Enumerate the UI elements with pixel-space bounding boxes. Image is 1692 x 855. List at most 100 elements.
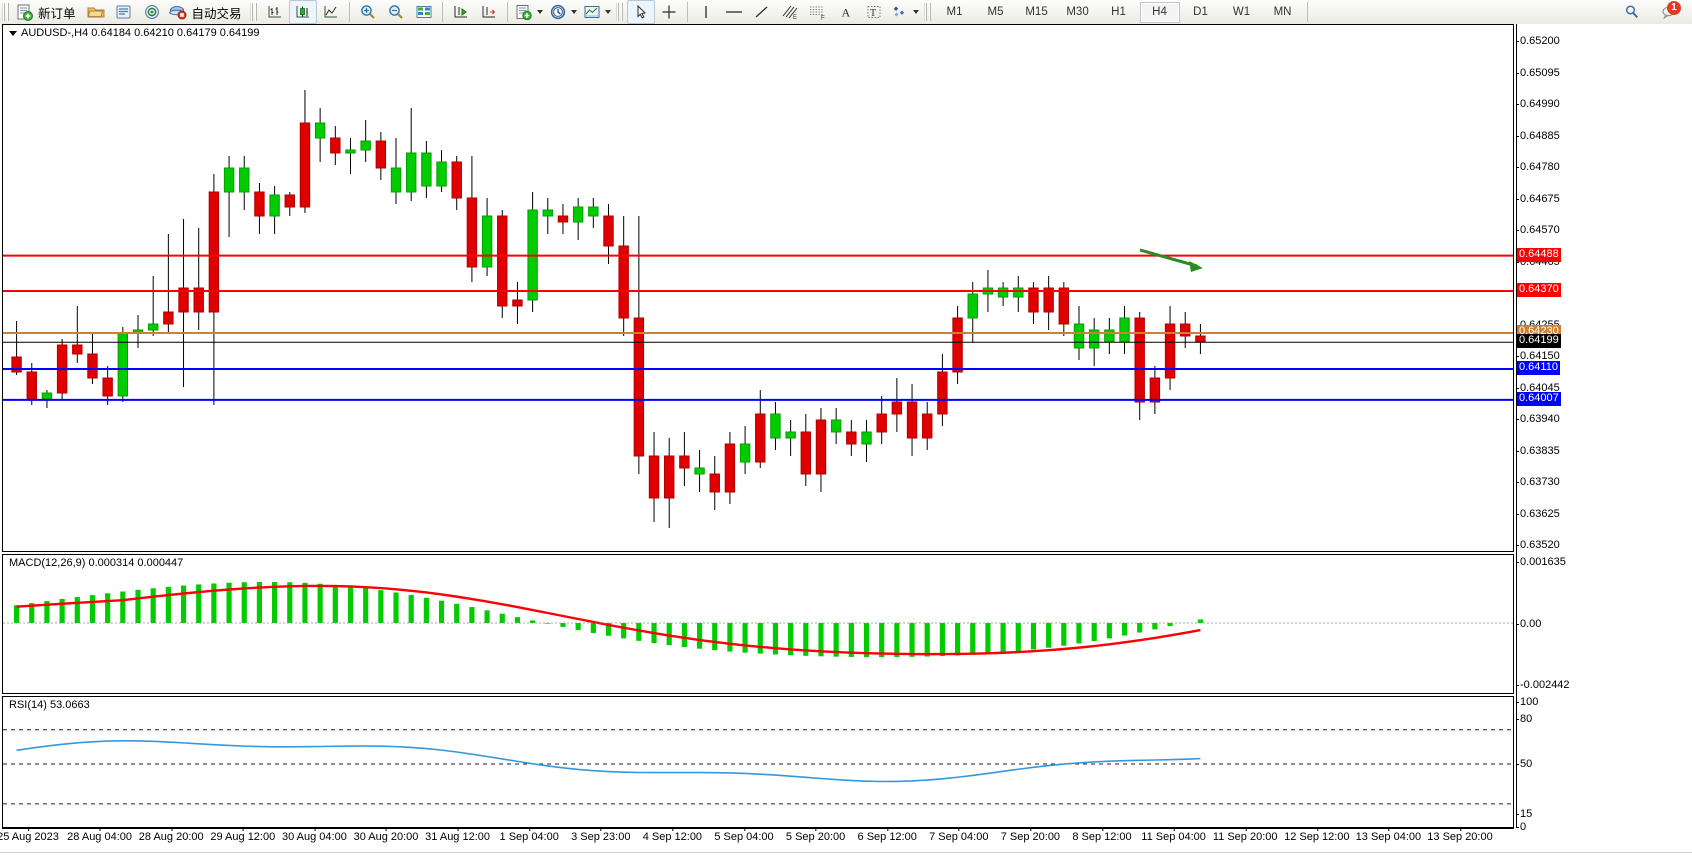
timeframe-h4[interactable]: H4 [1139,1,1180,23]
rsi-pane[interactable]: RSI(14) 53.0663 [2,696,1514,828]
timeframe-w1[interactable]: W1 [1232,6,1251,18]
templates-caret-icon[interactable] [604,10,611,14]
period-button[interactable] [546,0,580,24]
folder-icon [87,7,105,18]
shapes-caret-icon[interactable] [912,10,919,14]
chart-area[interactable]: AUDUSD-,H4 0.64184 0.64210 0.64179 0.641… [0,24,1692,854]
price-axis-line [1516,24,1517,828]
timeframe-m15[interactable]: M15 [1025,6,1048,18]
time-tick: 31 Aug 12:00 [425,828,491,843]
price-tick: 0.64045 [1516,381,1560,394]
time-tick: 8 Sep 12:00 [1072,828,1132,843]
bar-chart-button[interactable] [261,0,289,24]
zoom-out-button[interactable] [382,0,410,24]
toolbar-separator-5 [1306,2,1308,22]
crosshair-button[interactable] [655,0,683,24]
auto-scroll-button[interactable] [447,0,475,24]
period-caret-icon[interactable] [570,10,577,14]
indicators-button[interactable] [512,0,546,24]
price-tick: 0.63730 [1516,476,1560,488]
vertical-line-icon [704,6,707,18]
macd-tick: 0.001635 [1516,556,1566,568]
timeframe-m1[interactable]: M1 [946,6,963,18]
alerts-badge-wrap: 1 [1660,1,1681,21]
text-label-icon: T [867,6,881,19]
chart-shift-button[interactable] [475,0,503,24]
auto-trading-button[interactable]: 自动交易 [166,0,248,24]
shapes-button[interactable] [888,0,922,24]
chart-shift-icon [482,6,495,18]
price-tick: 0.64570 [1516,224,1560,236]
svg-text:A: A [841,6,850,20]
new-order-icon [17,4,33,21]
timeframe-h1[interactable]: H1 [1111,6,1126,18]
trendline-button[interactable] [748,0,776,24]
toolbar-grip-3[interactable] [615,3,624,21]
price-tick: 0.63625 [1516,507,1560,520]
new-order-button[interactable]: 新订单 [13,0,82,24]
time-tick: 29 Aug 12:00 [210,828,276,843]
time-tick: 30 Aug 04:00 [281,828,347,843]
candlestick-button[interactable] [288,0,317,24]
price-pane[interactable]: AUDUSD-,H4 0.64184 0.64210 0.64179 0.641… [2,24,1514,552]
zoom-in-button[interactable] [354,0,382,24]
toolbar-grip-2[interactable] [249,3,258,21]
trendline-icon [755,6,767,18]
horizontal-line-button[interactable] [720,0,748,24]
equidistant-channel-button[interactable]: E [776,0,804,24]
toolbar-grip-1[interactable] [2,3,10,21]
time-tick: 28 Aug 20:00 [138,828,204,843]
alerts-button[interactable]: 1 [1656,0,1684,24]
news-icon [116,5,131,19]
text-button[interactable]: A [832,0,860,24]
time-axis[interactable]: 25 Aug 2023 28 Aug 04:00 28 Aug 20:00 29 Au… [0,828,1514,855]
price-axis[interactable]: 0.65200 0.65095 0.64990 0.64885 0.64780 0.646… [1515,24,1692,833]
fibonacci-button[interactable]: F [804,0,832,24]
toolbar-separator-3 [506,2,508,22]
svg-text:F: F [821,15,825,20]
macd-pane[interactable]: MACD(12,26,9) 0.000314 0.000447 [2,554,1514,694]
vertical-line-button[interactable] [692,0,720,24]
cursor-button[interactable] [626,0,655,24]
folder-button[interactable] [82,0,110,24]
auto-scroll-icon [454,6,467,18]
time-tick: 13 Sep 04:00 [1355,828,1422,843]
timeframe-m5[interactable]: M5 [987,6,1004,18]
equidistant-channel-icon: E [782,5,797,20]
price-tick: 0.65200 [1516,35,1560,47]
timeframe-m30[interactable]: M30 [1066,6,1089,18]
rsi-label: RSI(14) 53.0663 [9,699,90,711]
rsi-tick: 15 [1515,808,1533,820]
macd-label: MACD(12,26,9) 0.000314 0.000447 [9,557,184,569]
alerts-count: 1 [1667,1,1681,15]
price-tick: 0.63520 [1516,539,1560,551]
price-tick: 0.64990 [1516,98,1560,110]
data-window-button[interactable] [410,0,438,24]
search-button[interactable] [1618,0,1646,24]
auto-trading-icon [168,6,187,20]
news-button[interactable] [110,0,138,24]
text-label-button[interactable]: T [860,0,888,24]
rsi-tick: 50 [1515,758,1533,770]
rsi-tick: 100 [1515,696,1539,708]
toolbar-separator-2 [441,2,443,22]
time-tick: 13 Sep 20:00 [1427,828,1493,843]
auto-trading-label: 自动交易 [191,6,242,21]
timeframe-d1[interactable]: D1 [1193,6,1208,18]
chart-menu-caret-icon[interactable] [9,30,17,36]
window-bottom-rule [0,852,1692,853]
indicators-caret-icon[interactable] [536,10,543,14]
price-tick: 0.63835 [1516,444,1560,457]
toolbar-grip-4[interactable] [923,3,932,21]
price-tag-support: 0.64110 [1517,361,1560,375]
arrow-annotation [1139,248,1203,272]
toolbar-separator-1 [348,2,350,22]
time-tick: 11 Sep 20:00 [1212,828,1278,843]
symbol-ohlc-label: AUDUSD-,H4 0.64184 0.64210 0.64179 0.641… [9,27,260,39]
line-chart-button[interactable] [317,0,345,24]
time-tick: 4 Sep 12:00 [642,828,703,843]
price-tag-current-price: 0.64199 [1517,334,1561,349]
timeframe-mn[interactable]: MN [1273,6,1292,18]
templates-button[interactable] [580,0,614,24]
signal-button[interactable] [138,0,166,24]
